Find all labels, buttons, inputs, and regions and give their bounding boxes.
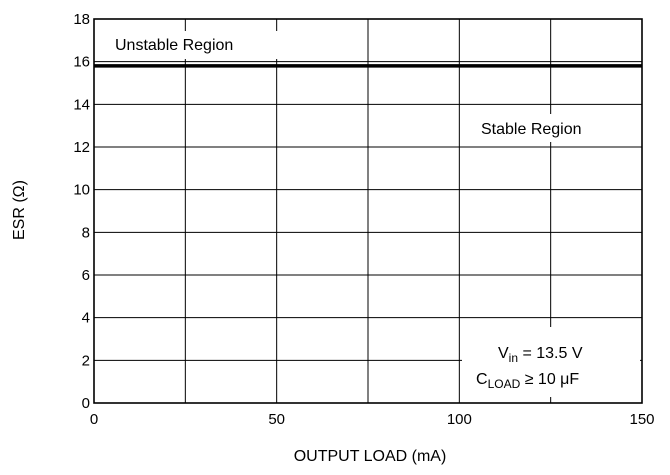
cload-value: ≥ 10 μF: [520, 371, 579, 388]
y-tick-label: 12: [73, 139, 90, 156]
y-tick-label: 16: [73, 54, 90, 71]
cload-subscript: LOAD: [488, 377, 521, 391]
x-axis-label: OUTPUT LOAD (mA): [294, 448, 447, 465]
vin-symbol: V: [498, 345, 509, 362]
y-tick-label: 18: [73, 11, 90, 28]
vin-subscript: in: [509, 351, 518, 365]
y-tick-label: 8: [82, 224, 90, 241]
grid-lines: [94, 19, 642, 403]
y-axis-label: ESR (Ω): [11, 180, 28, 240]
x-tick-label: 150: [629, 411, 654, 428]
plot-frame: [93, 18, 643, 404]
cload-condition: CLOAD ≥ 10 μF: [476, 371, 579, 391]
y-tick-label: 2: [82, 352, 90, 369]
y-tick-label: 14: [73, 96, 90, 113]
cload-symbol: C: [476, 371, 488, 388]
y-tick-label: 0: [82, 395, 90, 412]
y-tick-label: 6: [82, 267, 90, 284]
y-tick-label: 10: [73, 182, 90, 199]
vin-value: = 13.5 V: [518, 345, 583, 362]
y-tick-label: 4: [82, 310, 90, 327]
unstable-region-label-bg: [103, 31, 279, 59]
stable-region-label: Stable Region: [481, 121, 582, 138]
vin-condition: Vin = 13.5 V: [498, 345, 583, 365]
unstable-region-label: Unstable Region: [115, 37, 233, 54]
conditions-label-bg: [462, 327, 640, 397]
tick-labels: 0 2 4 6 8 10 12 14 16 18 0 50 100 150: [73, 11, 654, 428]
x-tick-label: 100: [447, 411, 472, 428]
x-tick-label: 0: [90, 411, 98, 428]
x-tick-label: 50: [268, 411, 285, 428]
stable-region-label-bg: [470, 114, 626, 142]
